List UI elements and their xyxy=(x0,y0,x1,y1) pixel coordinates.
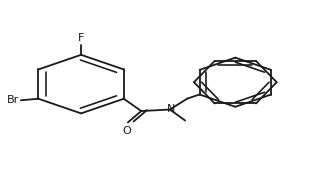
Text: O: O xyxy=(122,126,131,136)
Text: F: F xyxy=(78,33,84,43)
Text: Br: Br xyxy=(7,95,19,105)
Text: N: N xyxy=(167,104,175,114)
